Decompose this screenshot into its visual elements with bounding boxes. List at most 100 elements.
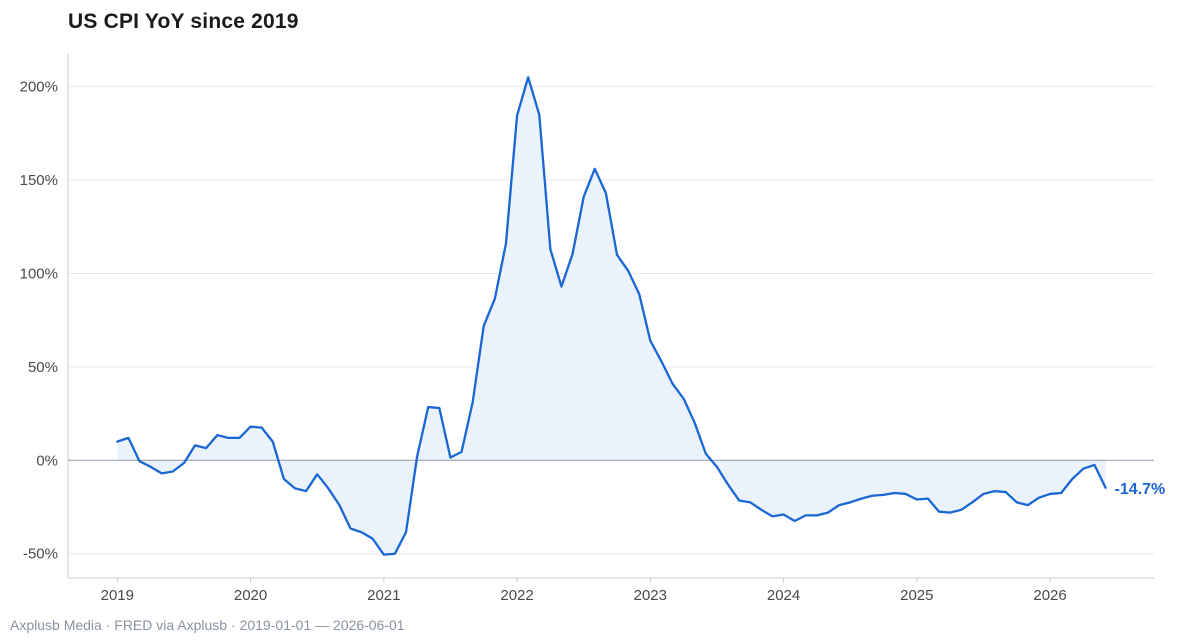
x-tick-label: 2024	[767, 587, 800, 604]
end-value-label: -14.7%	[1115, 481, 1166, 498]
y-tick-label: 200%	[20, 79, 58, 96]
data-point	[283, 478, 285, 480]
data-point	[194, 444, 196, 446]
data-point	[694, 422, 696, 424]
y-tick-label: 0%	[36, 452, 58, 469]
data-point	[682, 397, 684, 399]
data-point	[849, 501, 851, 503]
data-point	[405, 531, 407, 533]
series-line-group	[116, 76, 1107, 556]
x-tick-label: 2026	[1033, 587, 1066, 604]
data-point	[927, 497, 929, 499]
data-point	[216, 434, 218, 436]
x-tick-label: 2020	[234, 587, 267, 604]
data-point	[238, 437, 240, 439]
data-point	[449, 456, 451, 458]
data-point	[860, 497, 862, 499]
data-point	[227, 437, 229, 439]
data-point	[671, 382, 673, 384]
axes	[67, 53, 1154, 583]
data-point	[716, 466, 718, 468]
data-point	[316, 473, 318, 475]
data-point	[172, 470, 174, 472]
data-point	[1082, 468, 1084, 470]
y-tick-label: -50%	[23, 546, 58, 563]
data-point	[416, 455, 418, 457]
data-point	[960, 509, 962, 511]
data-point	[538, 113, 540, 115]
data-point	[638, 293, 640, 295]
data-point	[383, 553, 385, 555]
data-point	[1104, 487, 1106, 489]
area-fill	[117, 77, 1106, 555]
data-point	[738, 499, 740, 501]
data-point	[893, 492, 895, 494]
data-point	[372, 538, 374, 540]
series-area	[117, 77, 1106, 555]
data-point	[471, 401, 473, 403]
data-point	[838, 504, 840, 506]
data-point	[627, 269, 629, 271]
data-point	[882, 494, 884, 496]
data-point	[394, 553, 396, 555]
data-point	[116, 440, 118, 442]
data-point	[1093, 464, 1095, 466]
y-tick-label: 50%	[28, 359, 58, 376]
data-point	[205, 447, 207, 449]
data-point	[916, 498, 918, 500]
data-point	[1071, 478, 1073, 480]
data-point	[527, 76, 529, 78]
data-point	[982, 493, 984, 495]
data-point	[338, 504, 340, 506]
data-point	[993, 490, 995, 492]
data-point	[805, 514, 807, 516]
data-point	[127, 437, 129, 439]
x-tick-label: 2021	[367, 587, 400, 604]
data-point	[349, 527, 351, 529]
data-point	[1060, 492, 1062, 494]
x-tick-label: 2025	[900, 587, 933, 604]
data-point	[249, 425, 251, 427]
data-point	[138, 460, 140, 462]
data-point	[1027, 504, 1029, 506]
data-point	[949, 511, 951, 513]
data-point	[494, 297, 496, 299]
data-point	[305, 490, 307, 492]
data-point	[161, 472, 163, 474]
data-point	[827, 511, 829, 513]
data-point	[294, 487, 296, 489]
data-point	[516, 114, 518, 116]
data-point	[938, 510, 940, 512]
data-point	[971, 501, 973, 503]
data-point	[327, 487, 329, 489]
series-line	[116, 76, 1107, 556]
data-point	[260, 426, 262, 428]
data-point	[505, 242, 507, 244]
data-point	[360, 531, 362, 533]
y-tick-label: 150%	[20, 172, 58, 189]
data-point	[905, 493, 907, 495]
data-point	[1016, 501, 1018, 503]
tick-labels: -50% 0% 50% 100% 150% 200% 2019 2020 2021 2022 202…	[20, 79, 1166, 604]
data-point	[438, 407, 440, 409]
data-point	[782, 513, 784, 515]
chart-title: US CPI YoY since 2019	[68, 10, 299, 33]
data-point	[749, 501, 751, 503]
data-point	[660, 360, 662, 362]
data-point	[649, 340, 651, 342]
data-point	[594, 168, 596, 170]
data-point	[616, 254, 618, 256]
data-point	[427, 406, 429, 408]
data-point	[871, 495, 873, 497]
data-point	[571, 253, 573, 255]
data-point	[183, 462, 185, 464]
data-point	[771, 515, 773, 517]
x-tick-label: 2022	[500, 587, 533, 604]
data-point	[483, 325, 485, 327]
data-point	[149, 466, 151, 468]
x-tick-label: 2023	[634, 587, 667, 604]
data-point	[760, 509, 762, 511]
data-point	[272, 440, 274, 442]
data-point	[1038, 496, 1040, 498]
